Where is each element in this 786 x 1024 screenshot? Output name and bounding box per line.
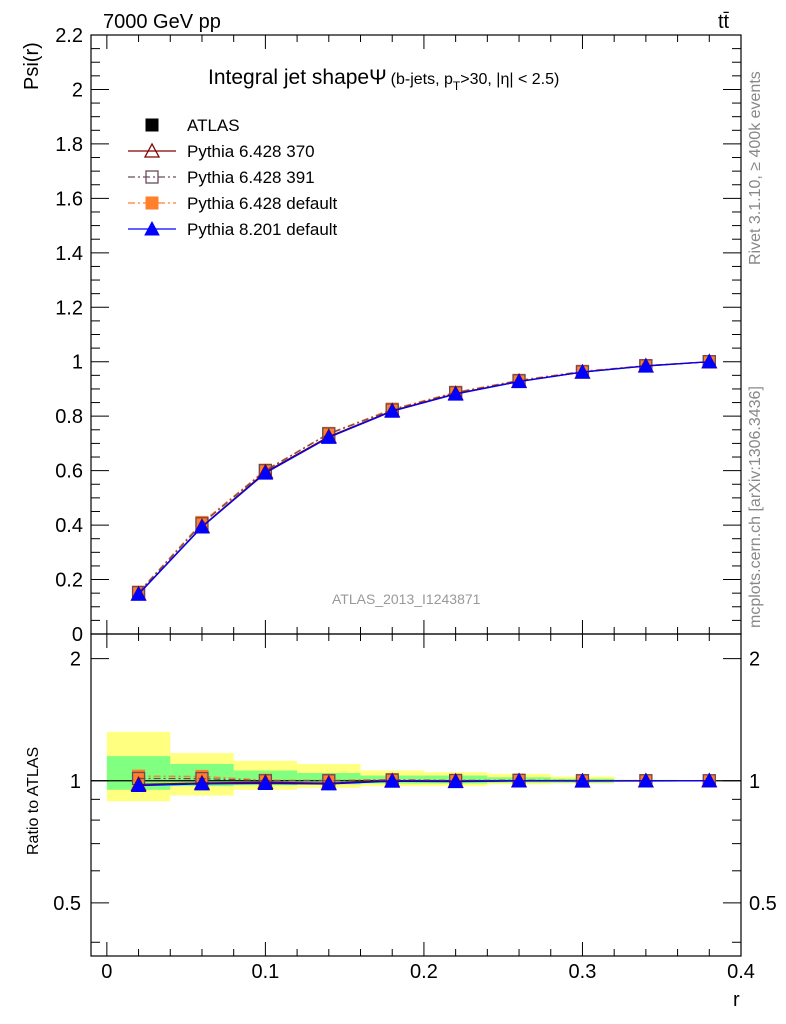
ratio-tick-label: 2 [749, 649, 760, 671]
x-tick-label: 0.4 [727, 961, 755, 983]
mcplots-label: mcplots.cern.ch [arXiv:1306.3436] [747, 386, 764, 628]
y-tick-label: 1.2 [55, 297, 83, 319]
title-detail-tail: >30, |η| < 2.5) [460, 71, 559, 88]
title-detail: (b-jets, p [391, 71, 453, 88]
x-tick-label: 0.1 [251, 961, 279, 983]
p8def-series-ratio-point [130, 777, 147, 793]
p8def-series-ratio-point [194, 775, 210, 791]
legend: ATLAS Pythia 6.428 370 Pythia 6.428 391 Pyt… [128, 116, 338, 239]
p8def-series-point [257, 465, 274, 480]
main-plot-panel: 0 0.2 0.4 0.6 0.8 1 1.2 1.4 1.6 1.8 2 2.2 [55, 25, 742, 646]
y-tick-label: 1.8 [55, 134, 83, 156]
plot-title: Integral jet shapeΨ (b-jets, pT>30, |η| <… [208, 66, 559, 93]
atlas-legend-label: ATLAS [187, 116, 240, 135]
p8def-series-point [194, 518, 210, 534]
p8def-series-point [130, 586, 147, 601]
ratio-tick-label: 2 [70, 649, 81, 671]
p8def-series-ratio-point [320, 775, 337, 791]
y-tick-label: 1.6 [55, 188, 83, 210]
p8def-series-point [701, 353, 718, 369]
ratio-plot-panel: 0.5 0.5 1 1 2 2 0 0.1 0.2 0.3 0.4 [53, 633, 777, 983]
p6def-legend-label: Pythia 6.428 default [187, 194, 338, 213]
y-tick-label: 0 [72, 624, 83, 646]
p8def-series-point [384, 403, 401, 418]
ratio-plot-frame [90, 633, 742, 957]
p8def-legend-label: Pythia 8.201 default [187, 220, 338, 239]
y-tick-label: 1 [72, 352, 83, 374]
ratio-y-axis-label: Ratio to ATLAS [25, 747, 42, 855]
atlas-legend-marker [145, 118, 159, 132]
watermark: ATLAS_2013_I1243871 [332, 591, 481, 607]
rivet-label: Rivet 3.1.10, ≥ 400k events [747, 71, 764, 265]
p8def-series-point [574, 364, 591, 379]
p8def-series-ratio-line [138, 780, 710, 787]
title-main: Integral jet shape [208, 66, 369, 89]
y-tick-label: 0.8 [55, 406, 83, 428]
y-axis-label: Psi(r) [21, 42, 43, 90]
y-tick-label: 1.4 [55, 243, 83, 265]
p8def-series-point [511, 373, 527, 389]
p8def-legend-marker [144, 220, 160, 236]
p8def-series-point [638, 358, 654, 373]
p8def-series-ratio-point [574, 772, 591, 788]
p8def-series-ratio-point [447, 773, 464, 789]
p370-series-line [138, 361, 710, 595]
p391-series-line [138, 361, 710, 594]
y-tick-label: 0.6 [55, 461, 83, 483]
p391-legend-label: Pythia 6.428 391 [187, 168, 315, 187]
p8def-series-line [138, 361, 710, 595]
p8def-series-ratio-point [701, 772, 718, 788]
y-tick-label: 0.4 [55, 515, 83, 537]
y-tick-label: 2.2 [55, 25, 83, 47]
p8def-series-point [447, 386, 464, 401]
process-label: tt̄ [718, 11, 730, 33]
y-tick-label: 0.2 [55, 570, 83, 592]
p391-legend-marker [145, 170, 159, 184]
p8def-series-point [320, 429, 337, 444]
x-tick-label: 0.3 [569, 961, 597, 983]
energy-label: 7000 GeV pp [103, 11, 221, 33]
p370-legend-marker [143, 142, 161, 158]
ratio-tick-label: 1 [749, 771, 760, 793]
p6def-legend-marker [145, 196, 159, 210]
y-tick-label: 2 [72, 79, 83, 101]
title-detail-sub: T [453, 79, 461, 93]
x-tick-label: 0 [101, 961, 112, 983]
x-tick-label: 0.2 [410, 961, 438, 983]
p8def-series-ratio-point [257, 775, 274, 790]
ratio-tick-label: 0.5 [53, 893, 81, 915]
title-symbol: Ψ [369, 66, 387, 89]
x-axis-label: r [733, 989, 740, 1011]
ratio-tick-label: 0.5 [749, 893, 777, 915]
p6def-series-line [138, 361, 710, 593]
p8def-series-ratio-point [638, 772, 654, 788]
ratio-tick-label: 1 [70, 771, 81, 793]
p8def-series-ratio-point [511, 772, 527, 788]
p370-legend-label: Pythia 6.428 370 [187, 142, 315, 161]
p8def-series-ratio-point [384, 773, 401, 788]
